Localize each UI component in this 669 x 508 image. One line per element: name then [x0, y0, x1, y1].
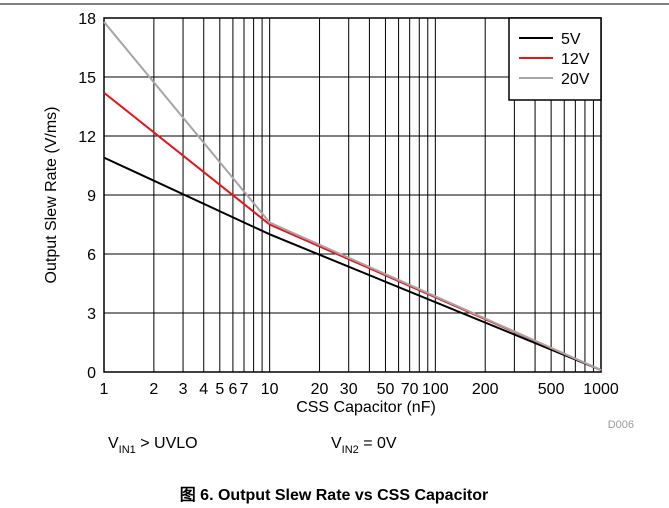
annotation-rest: = 0V — [359, 435, 397, 452]
x-tick-label: 7 — [240, 381, 249, 398]
series-line — [103, 156, 602, 371]
x-tick-label: 1 — [100, 381, 109, 398]
y-tick-label: 18 — [78, 11, 96, 28]
x-tick-label: 10 — [261, 381, 279, 398]
x-tick-label: 1000 — [583, 381, 619, 398]
x-tick-label: 70 — [401, 381, 419, 398]
annotation-main: V — [108, 435, 119, 452]
x-tick-label: 100 — [422, 381, 449, 398]
x-tick-label: 500 — [538, 381, 565, 398]
y-tick-label: 3 — [87, 306, 96, 323]
annotation: VIN2 = 0V — [331, 435, 397, 456]
annotation-sub: IN2 — [342, 444, 359, 456]
plot-frame — [103, 17, 602, 373]
x-tick-label: 30 — [340, 381, 358, 398]
annotation: VIN1 > UVLO — [108, 435, 198, 456]
y-tick-label: 9 — [87, 188, 96, 205]
x-tick-label: 2 — [149, 381, 158, 398]
series-line — [103, 21, 602, 371]
legend-label: 20V — [561, 71, 590, 88]
x-tick-label: 5 — [215, 381, 224, 398]
x-tick-label: 200 — [472, 381, 499, 398]
x-axis-label: CSS Capacitor (nF) — [296, 399, 436, 416]
y-tick-label: 15 — [78, 70, 96, 87]
annotation-rest: > UVLO — [136, 435, 198, 452]
annotation-main: V — [331, 435, 342, 452]
y-axis-label: Output Slew Rate (V/ms) — [43, 107, 60, 284]
figure-code: D006 — [608, 419, 634, 431]
legend-label: 12V — [561, 51, 590, 68]
x-tick-label: 50 — [377, 381, 395, 398]
x-tick-label: 4 — [199, 381, 208, 398]
annotation-sub: IN1 — [119, 444, 136, 456]
x-tick-label: 6 — [228, 381, 237, 398]
legend-label: 5V — [561, 31, 581, 48]
caption: 图 6. Output Slew Rate vs CSS Capacitor — [180, 486, 489, 504]
x-tick-label: 3 — [179, 381, 188, 398]
y-tick-label: 0 — [87, 365, 96, 382]
y-tick-label: 6 — [87, 247, 96, 264]
x-tick-label: 20 — [311, 381, 329, 398]
y-tick-label: 12 — [78, 129, 96, 146]
